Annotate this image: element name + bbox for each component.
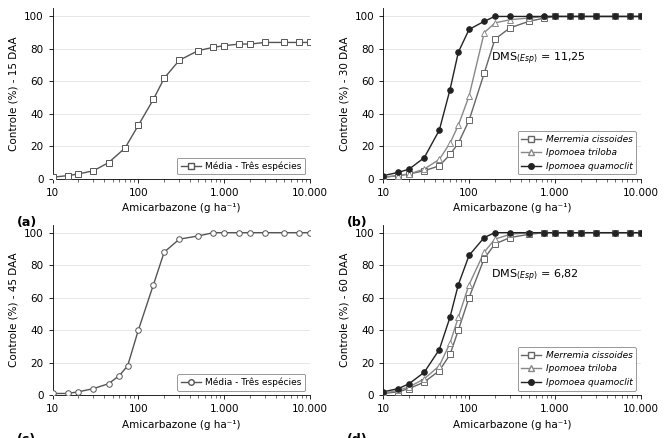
Y-axis label: Controle (%) - 15 DAA: Controle (%) - 15 DAA xyxy=(8,36,18,151)
Text: DMS$_{(Esp)}$ = 11,25: DMS$_{(Esp)}$ = 11,25 xyxy=(492,51,586,67)
Text: (d): (d) xyxy=(348,433,368,438)
X-axis label: Amicarbazone (g ha⁻¹): Amicarbazone (g ha⁻¹) xyxy=(122,420,241,430)
Legend: Merremia cissoides, Ipomoea triloba, Ipomoea quamoclit: Merremia cissoides, Ipomoea triloba, Ipo… xyxy=(518,131,636,174)
Legend: Média - Três espécies: Média - Três espécies xyxy=(177,374,305,391)
X-axis label: Amicarbazone (g ha⁻¹): Amicarbazone (g ha⁻¹) xyxy=(122,203,241,213)
Text: (b): (b) xyxy=(348,216,368,230)
Text: (c): (c) xyxy=(17,433,35,438)
X-axis label: Amicarbazone (g ha⁻¹): Amicarbazone (g ha⁻¹) xyxy=(453,420,571,430)
X-axis label: Amicarbazone (g ha⁻¹): Amicarbazone (g ha⁻¹) xyxy=(453,203,571,213)
Text: DMS$_{(Esp)}$ = 6,82: DMS$_{(Esp)}$ = 6,82 xyxy=(492,267,579,283)
Legend: Média - Três espécies: Média - Três espécies xyxy=(177,158,305,174)
Y-axis label: Controle (%) - 45 DAA: Controle (%) - 45 DAA xyxy=(8,252,18,367)
Y-axis label: Controle (%) - 60 DAA: Controle (%) - 60 DAA xyxy=(339,253,349,367)
Y-axis label: Controle (%) - 30 DAA: Controle (%) - 30 DAA xyxy=(339,36,349,151)
Text: (a): (a) xyxy=(17,216,37,230)
Legend: Merremia cissoides, Ipomoea triloba, Ipomoea quamoclit: Merremia cissoides, Ipomoea triloba, Ipo… xyxy=(518,347,636,391)
